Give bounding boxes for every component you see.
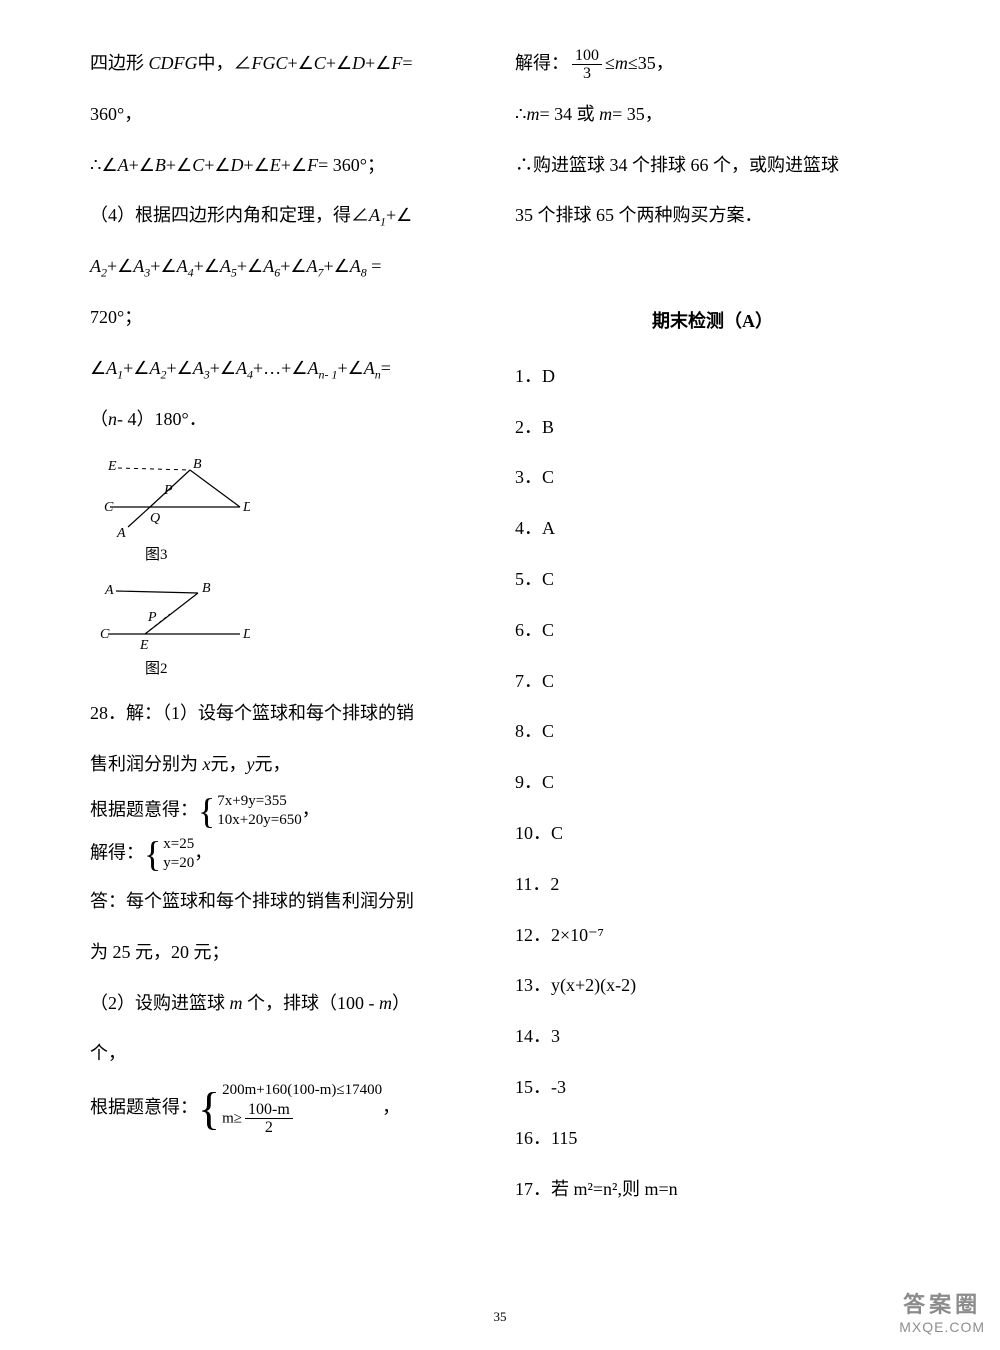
text-line: ∠A1+∠A2+∠A3+∠A4+…+∠An- 1+∠An= xyxy=(90,345,485,392)
text-line: ∴m= 34 或 m= 35， xyxy=(515,91,910,138)
right-column: 解得：1003≤m≤35， ∴m= 34 或 m= 35， ∴购进篮球 34 个… xyxy=(515,40,910,1216)
answer-line: 9．C xyxy=(515,759,910,806)
fraction: 1003 xyxy=(572,47,602,83)
page-content: 四边形 CDFG中，∠FGC+∠C+∠D+∠F= 360°， ∴∠A+∠B+∠C… xyxy=(90,40,910,1216)
text-line: （2）设购进篮球 m 个，排球（100 - m） xyxy=(90,980,485,1027)
left-column: 四边形 CDFG中，∠FGC+∠C+∠D+∠F= 360°， ∴∠A+∠B+∠C… xyxy=(90,40,485,1216)
svg-text:C: C xyxy=(100,627,110,642)
text-line: 售利润分别为 x元，y元， xyxy=(90,741,485,788)
text-line: （n- 4）180°． xyxy=(90,396,485,443)
answer-line: 8．C xyxy=(515,708,910,755)
answer-line: 15．-3 xyxy=(515,1064,910,1111)
svg-text:C: C xyxy=(104,500,114,515)
svg-text:P: P xyxy=(163,483,173,498)
text-line: 360°， xyxy=(90,91,485,138)
svg-text:B: B xyxy=(193,457,202,472)
svg-text:D: D xyxy=(242,627,250,642)
svg-text:D: D xyxy=(242,500,250,515)
figure-label: 图3 xyxy=(90,545,485,566)
svg-text:A: A xyxy=(116,526,126,541)
answer-line: 6．C xyxy=(515,607,910,654)
answer-line: 12．2×10⁻⁷ xyxy=(515,912,910,959)
answer-line: 17．若 m²=n²,则 m=n xyxy=(515,1166,910,1213)
text-line: 35 个排球 65 个两种购买方案． xyxy=(515,192,910,239)
svg-text:Q: Q xyxy=(150,511,160,526)
figure-label: 图2 xyxy=(90,659,485,680)
equation-system: {200m+160(100-m)≤17400m≥100-m2 xyxy=(198,1081,382,1137)
answer-line: 16．115 xyxy=(515,1115,910,1162)
figure-3: E B P C Q D A 图3 xyxy=(90,452,485,566)
text-line: A2+∠A3+∠A4+∠A5+∠A6+∠A7+∠A8 = xyxy=(90,243,485,290)
text-line: ∴购进篮球 34 个排球 66 个，或购进篮球 xyxy=(515,142,910,189)
figure-2: A B P C E D 图2 xyxy=(90,576,485,680)
text-line: 720°； xyxy=(90,294,485,341)
svg-text:P: P xyxy=(147,610,157,625)
svg-text:B: B xyxy=(202,581,211,596)
text-line: 根据题意得：{200m+160(100-m)≤17400m≥100-m2， xyxy=(90,1081,485,1137)
answer-line: 3．C xyxy=(515,454,910,501)
answer-line: 10．C xyxy=(515,810,910,857)
watermark-url: MXQE.COM xyxy=(899,1319,985,1335)
text-line: 根据题意得：{7x+9y=35510x+20y=650， xyxy=(90,792,485,831)
text-line: 28．解：（1）设每个篮球和每个排球的销 xyxy=(90,690,485,737)
section-title: 期末检测（A） xyxy=(515,298,910,345)
answer-line: 5．C xyxy=(515,556,910,603)
svg-text:A: A xyxy=(104,583,114,598)
text-line: 个， xyxy=(90,1030,485,1077)
equation-system: {x=25y=20 xyxy=(144,835,194,874)
answer-line: 13．y(x+2)(x-2) xyxy=(515,962,910,1009)
watermark-text: 答案圈 xyxy=(899,1287,985,1319)
answer-line: 4．A xyxy=(515,505,910,552)
text-line: ∴∠A+∠B+∠C+∠D+∠E+∠F= 360°； xyxy=(90,142,485,189)
text-line: 为 25 元，20 元； xyxy=(90,929,485,976)
watermark: 答案圈 MXQE.COM xyxy=(899,1287,985,1335)
text-line: 四边形 CDFG中，∠FGC+∠C+∠D+∠F= xyxy=(90,40,485,87)
answer-line: 14．3 xyxy=(515,1013,910,1060)
text-line: （4）根据四边形内角和定理，得∠A1+∠ xyxy=(90,192,485,239)
text-line: 解得：{x=25y=20， xyxy=(90,835,485,874)
svg-text:E: E xyxy=(107,459,117,474)
answer-line: 1．D xyxy=(515,353,910,400)
page-number: 35 xyxy=(494,1309,507,1325)
blank-line xyxy=(515,243,910,290)
text-line: 解得：1003≤m≤35， xyxy=(515,40,910,87)
text-line: 答：每个篮球和每个排球的销售利润分别 xyxy=(90,878,485,925)
svg-text:E: E xyxy=(139,638,149,653)
answer-line: 11．2 xyxy=(515,861,910,908)
equation-system: {7x+9y=35510x+20y=650 xyxy=(198,792,302,831)
answer-line: 7．C xyxy=(515,658,910,705)
answer-line: 2．B xyxy=(515,404,910,451)
